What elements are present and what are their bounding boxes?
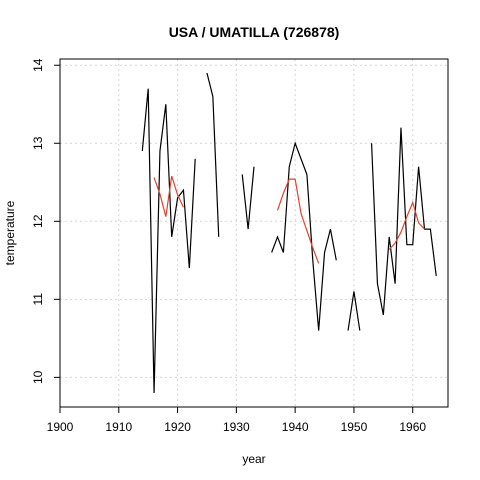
series-smoothed-line: [153, 175, 425, 264]
x-tick-label: 1930: [223, 420, 250, 434]
x-axis-label: year: [242, 452, 265, 466]
x-tick-label: 1910: [105, 420, 132, 434]
y-tick-label: 13: [31, 136, 45, 150]
x-tick-label: 1920: [164, 420, 191, 434]
y-tick-label: 10: [31, 370, 45, 384]
chart-title: USA / UMATILLA (726878): [169, 24, 340, 40]
x-tick-label: 1950: [341, 420, 368, 434]
y-tick-label: 11: [31, 293, 45, 306]
y-axis: 10 11 12 13 14: [31, 58, 60, 384]
y-tick-label: 12: [31, 214, 45, 228]
series-annual-line: [141, 72, 437, 393]
y-axis-label: temperature: [3, 200, 17, 265]
series-lines: [141, 72, 437, 393]
x-tick-label: 1900: [47, 420, 74, 434]
x-axis: 1900 1910 1920 1930 1940 1950 1960: [47, 407, 426, 434]
plot-frame: [59, 58, 449, 408]
x-tick-label: 1940: [282, 420, 309, 434]
y-tick-label: 14: [31, 58, 45, 72]
x-tick-label: 1960: [399, 420, 426, 434]
